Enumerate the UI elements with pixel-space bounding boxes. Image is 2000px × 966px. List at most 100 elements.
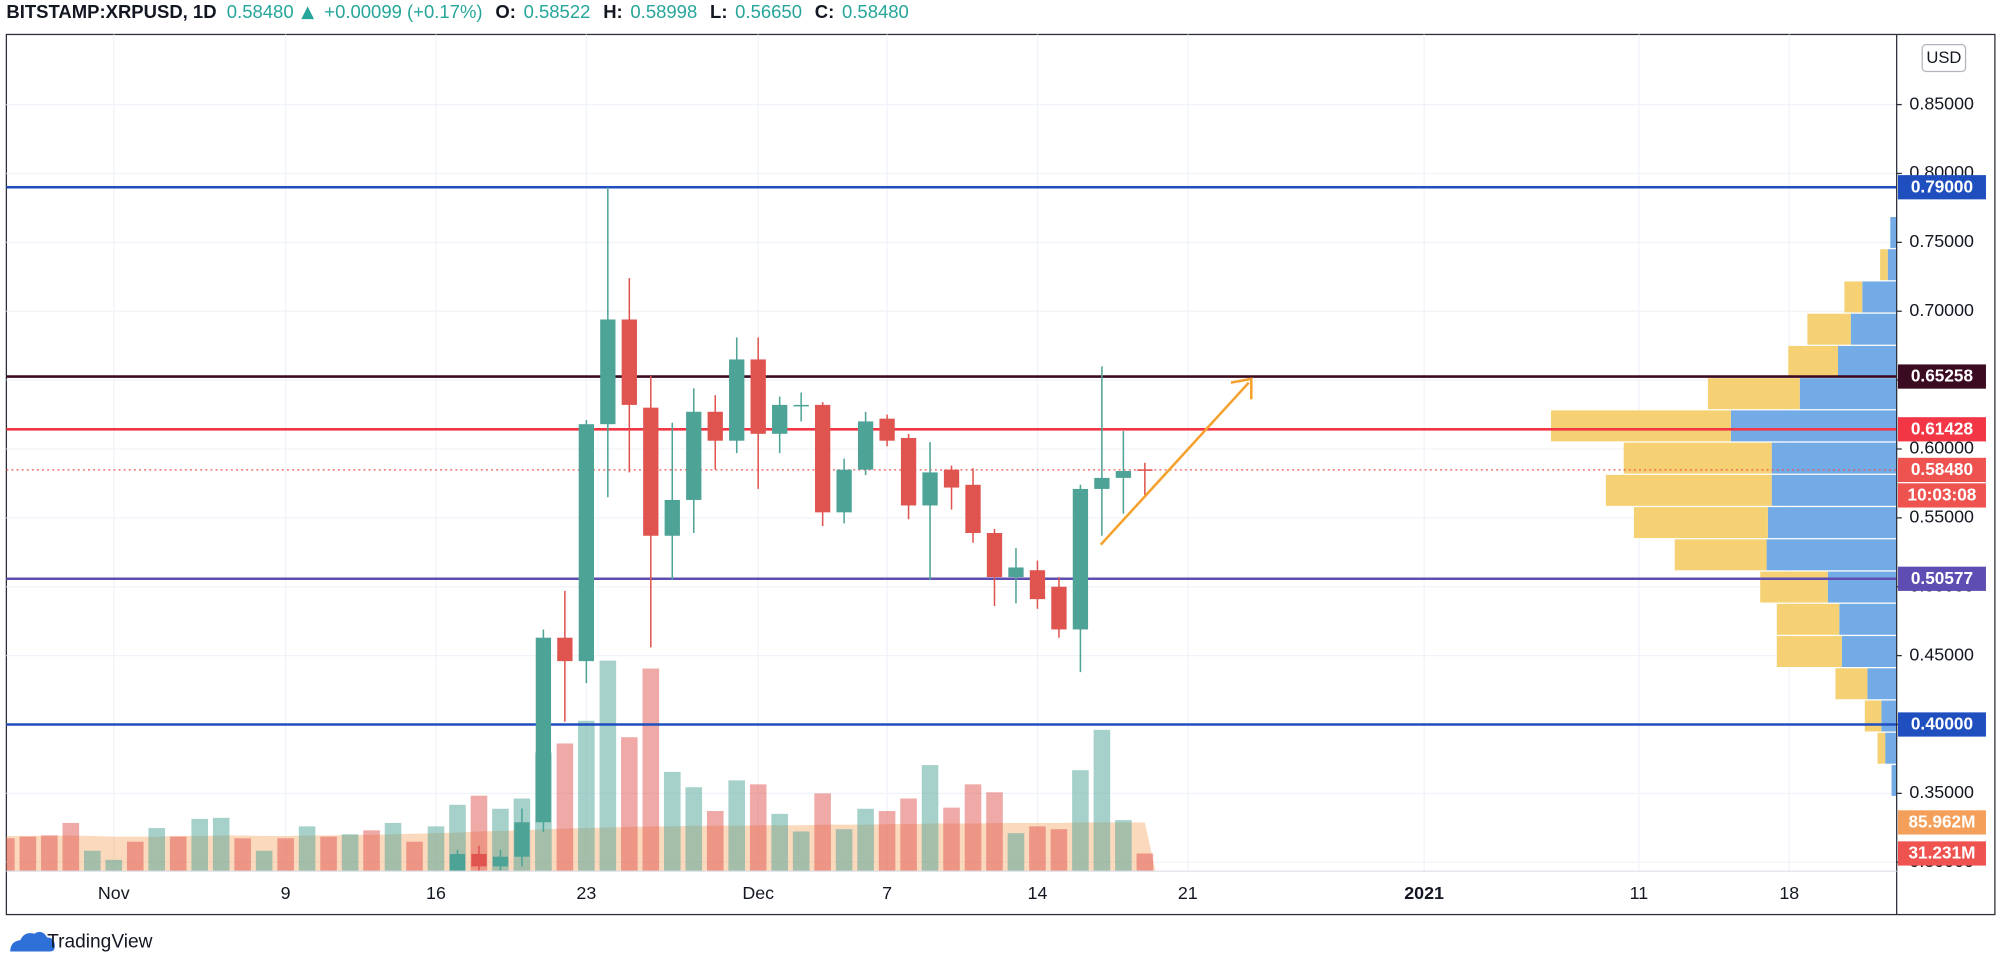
open-value: 0.58522 — [524, 1, 591, 22]
x-tick-label: 9 — [281, 883, 291, 903]
candle-body — [621, 319, 637, 405]
volume-bar — [621, 737, 638, 872]
candle-body — [1051, 586, 1067, 630]
level-box — [1897, 566, 1986, 591]
profile-up — [1623, 442, 1772, 474]
profile-down — [1771, 474, 1897, 506]
logo-icon — [10, 931, 55, 952]
volume-bar — [169, 836, 187, 872]
candle-body — [256, 921, 271, 925]
volume-bar — [599, 660, 617, 872]
profile-down — [1890, 216, 1897, 248]
profile-up — [1835, 668, 1868, 700]
level-box — [1897, 712, 1986, 737]
volume-bar — [1093, 729, 1111, 872]
profile-down — [1838, 345, 1897, 377]
profile-down — [1730, 410, 1897, 442]
candle-body — [171, 939, 186, 946]
y-tick-label: 0.55000 — [1909, 507, 1974, 527]
profile-down — [1867, 668, 1897, 700]
candle-body — [922, 472, 938, 506]
candle-body — [299, 923, 314, 930]
volume-bar — [1029, 826, 1046, 872]
volume-ma-box — [1897, 810, 1986, 835]
x-tick-label: 14 — [1028, 883, 1048, 903]
candle-body — [471, 853, 487, 867]
profile-up — [1844, 281, 1863, 313]
x-tick-label: 16 — [426, 883, 446, 903]
volume-bar — [878, 811, 896, 872]
y-tick-label: 0.75000 — [1909, 231, 1974, 251]
profile-up — [1880, 249, 1888, 281]
symbol-header: BITSTAMP:XRPUSD, 1D 0.58480 +0.00099 (+0… — [6, 1, 908, 22]
candle-body — [900, 437, 917, 506]
volume-bar — [835, 829, 853, 872]
volume-bar — [685, 787, 703, 872]
currency-box[interactable] — [1921, 44, 1967, 73]
candle-body — [836, 469, 852, 513]
candle-body — [0, 926, 14, 929]
profile-down — [1841, 636, 1897, 668]
volume-bar — [857, 808, 874, 872]
profile-down — [1885, 732, 1897, 764]
candle-body — [364, 917, 379, 923]
volume-bar — [148, 828, 166, 872]
y-tick-label: 0.35000 — [1909, 782, 1974, 802]
currency-label[interactable]: USD — [1926, 48, 1961, 67]
volume-bar — [556, 743, 574, 872]
profile-up — [1633, 507, 1768, 539]
volume-bar — [792, 831, 810, 872]
change: +0.00099 (+0.17%) — [324, 1, 482, 22]
watermark: TradingView — [10, 931, 153, 953]
volume-bar — [749, 784, 767, 872]
candle-body — [492, 856, 509, 867]
volume-bar — [470, 795, 488, 872]
profile-up — [1807, 313, 1851, 345]
volume-bar — [578, 720, 595, 872]
volume-bar — [771, 813, 788, 872]
volume-bar — [384, 822, 402, 872]
candle-body — [729, 359, 745, 441]
level-box — [1897, 175, 1986, 200]
trend-arrow — [1099, 377, 1253, 546]
candle-body — [600, 319, 616, 425]
candle-body — [1115, 471, 1132, 478]
volume-bar — [320, 836, 337, 872]
currency-button[interactable]: USD — [1921, 44, 1967, 73]
countdown-box — [1897, 483, 1986, 508]
x-tick-label: 18 — [1779, 883, 1799, 903]
profile-down — [1766, 539, 1897, 571]
watermark-text: TradingView — [47, 932, 152, 953]
candle-body — [514, 822, 530, 857]
profile-down — [1862, 281, 1897, 313]
profile-down — [1881, 700, 1897, 732]
profile-up — [1776, 603, 1840, 635]
profile-down — [1767, 507, 1897, 539]
volume-bar — [84, 850, 101, 872]
candle-body — [214, 920, 229, 931]
volume-bar — [814, 793, 831, 872]
volume-bar — [642, 668, 660, 872]
profile-down — [1799, 378, 1897, 410]
volume-bar — [406, 841, 423, 872]
volume-bar — [728, 780, 746, 872]
level-label: 0.79000 — [1911, 176, 1973, 196]
y-tick-label: 0.70000 — [1909, 300, 1974, 320]
last-price: 0.58480 — [227, 1, 294, 22]
candle-body — [578, 424, 595, 662]
profile-down — [1891, 764, 1897, 796]
x-tick-label: Nov — [98, 883, 130, 903]
candle-body — [707, 411, 723, 441]
candle-body — [192, 931, 207, 946]
symbol: BITSTAMP:XRPUSD, 1D — [6, 1, 216, 22]
candle-body — [986, 533, 1003, 578]
profile-up — [1877, 732, 1886, 764]
candle-body — [1094, 477, 1110, 489]
candle-body — [321, 923, 336, 925]
candle-body — [750, 359, 766, 434]
volume-bar — [41, 835, 58, 872]
plot-area — [0, 185, 1897, 946]
volume-bar — [1072, 770, 1089, 872]
candle-body — [557, 637, 573, 662]
